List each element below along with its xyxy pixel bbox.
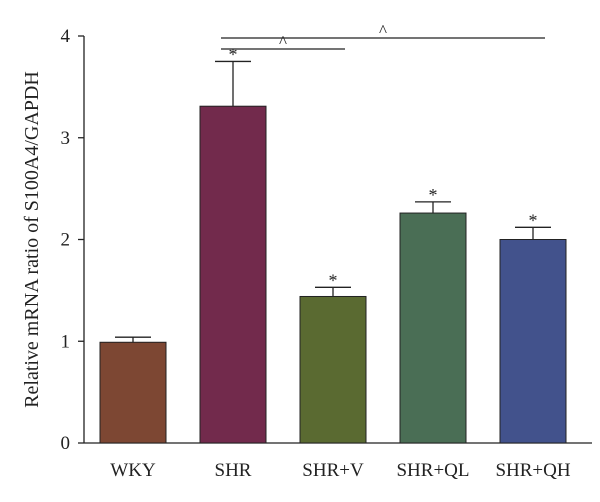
bar-shr-v <box>299 295 367 444</box>
x-tick-label: SHR+QH <box>495 460 570 481</box>
significance-star: * <box>529 210 538 230</box>
y-tick-label: 3 <box>61 128 71 149</box>
y-tick-label: 1 <box>61 331 71 352</box>
y-tick-label: 2 <box>61 230 71 251</box>
y-tick-label: 0 <box>61 433 71 454</box>
x-tick-label: SHR+V <box>302 460 364 481</box>
bar-wky <box>99 341 167 444</box>
comparison-mark: ^ <box>279 32 287 51</box>
comparison-brackets: ^^ <box>221 21 545 51</box>
significance-star: * <box>329 270 338 290</box>
bar-shr-ql <box>399 212 467 444</box>
significance-star: * <box>229 44 238 64</box>
bar-shr <box>199 105 267 444</box>
y-axis-label: Relative mRNA ratio of S100A4/GAPDH <box>21 71 43 408</box>
y-ticks: 0 1 2 3 4 <box>61 26 84 454</box>
x-tick-labels: WKY SHR SHR+V SHR+QL SHR+QH <box>110 460 571 481</box>
x-tick-label: SHR <box>215 460 252 481</box>
bars <box>99 105 567 444</box>
bar-shr-qh <box>499 239 567 444</box>
x-tick-label: WKY <box>110 460 156 481</box>
x-tick-label: SHR+QL <box>396 460 469 481</box>
comparison-mark: ^ <box>379 21 387 40</box>
error-bars <box>115 60 551 343</box>
significance-star: * <box>429 185 438 205</box>
significance-marks: * * * * <box>229 44 538 290</box>
y-tick-label: 4 <box>61 26 71 47</box>
